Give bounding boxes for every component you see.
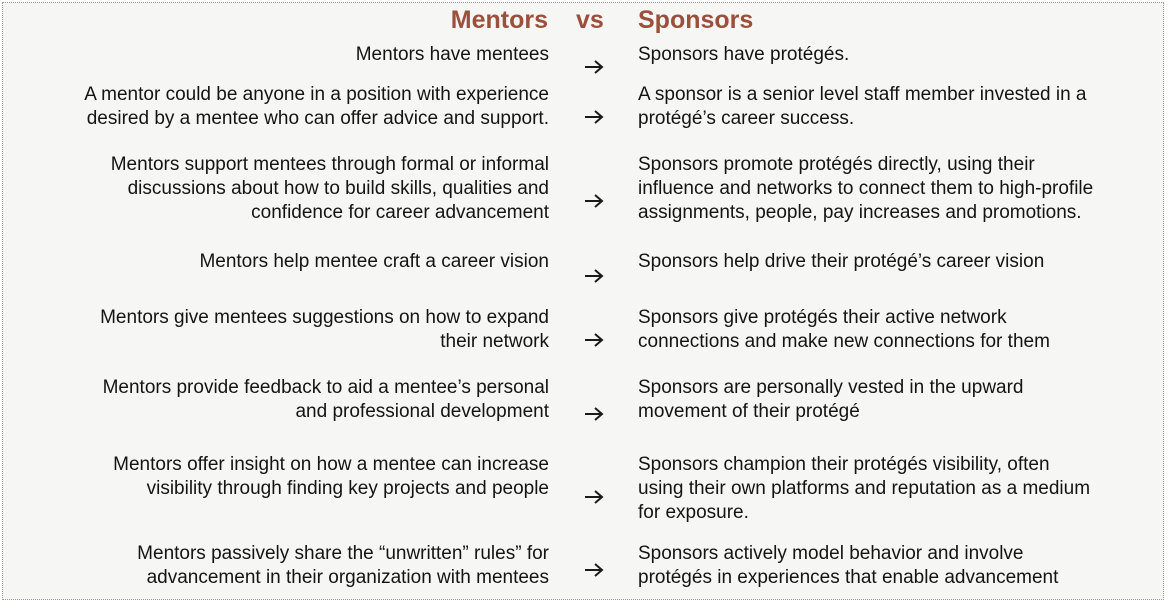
sponsor-statement: Sponsors help drive their protégé’s care… <box>638 250 1158 274</box>
sponsor-statement-line: Sponsors champion their protégés visibil… <box>638 454 1050 475</box>
mentor-statement: Mentors give mentees suggestions on how … <box>9 306 549 354</box>
sponsor-statement-line: using their own platforms and reputation… <box>638 478 1091 499</box>
right-arrow-icon <box>582 266 606 286</box>
vs-heading: vs <box>576 6 604 34</box>
sponsor-statement-line: Sponsors are personally vested in the up… <box>638 377 1024 398</box>
sponsor-statement-line: Sponsors have protégés. <box>638 44 850 65</box>
mentor-statement-line: visibility through finding key projects … <box>146 478 549 499</box>
mentor-statement: Mentors support mentees through formal o… <box>9 153 549 225</box>
right-arrow-icon <box>582 191 606 211</box>
mentor-statement-line: confidence for career advancement <box>251 202 549 223</box>
sponsor-statement-line: Sponsors help drive their protégé’s care… <box>638 251 1045 272</box>
mentor-statement: Mentors have mentees <box>9 43 549 67</box>
mentors-heading: Mentors <box>450 6 548 34</box>
sponsor-statement-line: protégé’s career success. <box>638 108 855 129</box>
mentor-statement-line: Mentors give mentees suggestions on how … <box>100 307 549 328</box>
right-arrow-icon <box>582 330 606 350</box>
sponsor-statement: Sponsors give protégés their active netw… <box>638 306 1158 354</box>
sponsor-statement-line: protégés in experiences that enable adva… <box>638 567 1059 588</box>
mentor-statement: Mentors help mentee craft a career visio… <box>9 250 549 274</box>
sponsor-statement: Sponsors promote protégés directly, usin… <box>638 153 1158 225</box>
mentor-statement: Mentors offer insight on how a mentee ca… <box>9 453 549 501</box>
sponsor-statement-line: for exposure. <box>638 502 749 523</box>
mentor-statement: Mentors provide feedback to aid a mentee… <box>9 376 549 424</box>
mentor-statement: A mentor could be anyone in a position w… <box>9 83 549 131</box>
right-arrow-icon <box>582 57 606 77</box>
mentor-statement-line: Mentors help mentee craft a career visio… <box>199 251 549 272</box>
mentor-statement-line: Mentors passively share the “unwritten” … <box>137 543 549 564</box>
mentor-statement-line: their network <box>440 331 549 352</box>
sponsor-statement: Sponsors actively model behavior and inv… <box>638 542 1158 590</box>
mentor-statement-line: Mentors have mentees <box>355 44 549 65</box>
sponsor-statement-line: influence and networks to connect them t… <box>638 178 1094 199</box>
mentor-statement-line: A mentor could be anyone in a position w… <box>84 84 549 105</box>
sponsor-statement-line: assignments, people, pay increases and p… <box>638 202 1082 223</box>
right-arrow-icon <box>582 107 606 127</box>
mentor-statement-line: Mentors offer insight on how a mentee ca… <box>113 454 549 475</box>
sponsors-heading: Sponsors <box>638 6 754 34</box>
right-arrow-icon <box>582 560 606 580</box>
sponsor-statement-line: movement of their protégé <box>638 401 860 422</box>
sponsor-statement-line: A sponsor is a senior level staff member… <box>638 84 1087 105</box>
mentor-statement-line: desired by a mentee who can offer advice… <box>86 108 549 129</box>
sponsor-statement-line: Sponsors promote protégés directly, usin… <box>638 154 1035 175</box>
sponsor-statement: Sponsors are personally vested in the up… <box>638 376 1158 424</box>
right-arrow-icon <box>582 404 606 424</box>
mentor-statement-line: Mentors support mentees through formal o… <box>110 154 549 175</box>
mentor-statement-line: advancement in their organization with m… <box>146 567 549 588</box>
sponsor-statement: Sponsors have protégés. <box>638 43 1158 67</box>
right-arrow-icon <box>582 487 606 507</box>
mentor-statement: Mentors passively share the “unwritten” … <box>9 542 549 590</box>
sponsor-statement-line: Sponsors actively model behavior and inv… <box>638 543 1024 564</box>
sponsor-statement-line: Sponsors give protégés their active netw… <box>638 307 1007 328</box>
mentor-statement-line: and professional development <box>295 401 549 422</box>
sponsor-statement-line: connections and make new connections for… <box>638 331 1050 352</box>
sponsor-statement: Sponsors champion their protégés visibil… <box>638 453 1158 525</box>
mentor-statement-line: Mentors provide feedback to aid a mentee… <box>102 377 549 398</box>
mentor-statement-line: discussions about how to build skills, q… <box>127 178 549 199</box>
sponsor-statement: A sponsor is a senior level staff member… <box>638 83 1158 131</box>
